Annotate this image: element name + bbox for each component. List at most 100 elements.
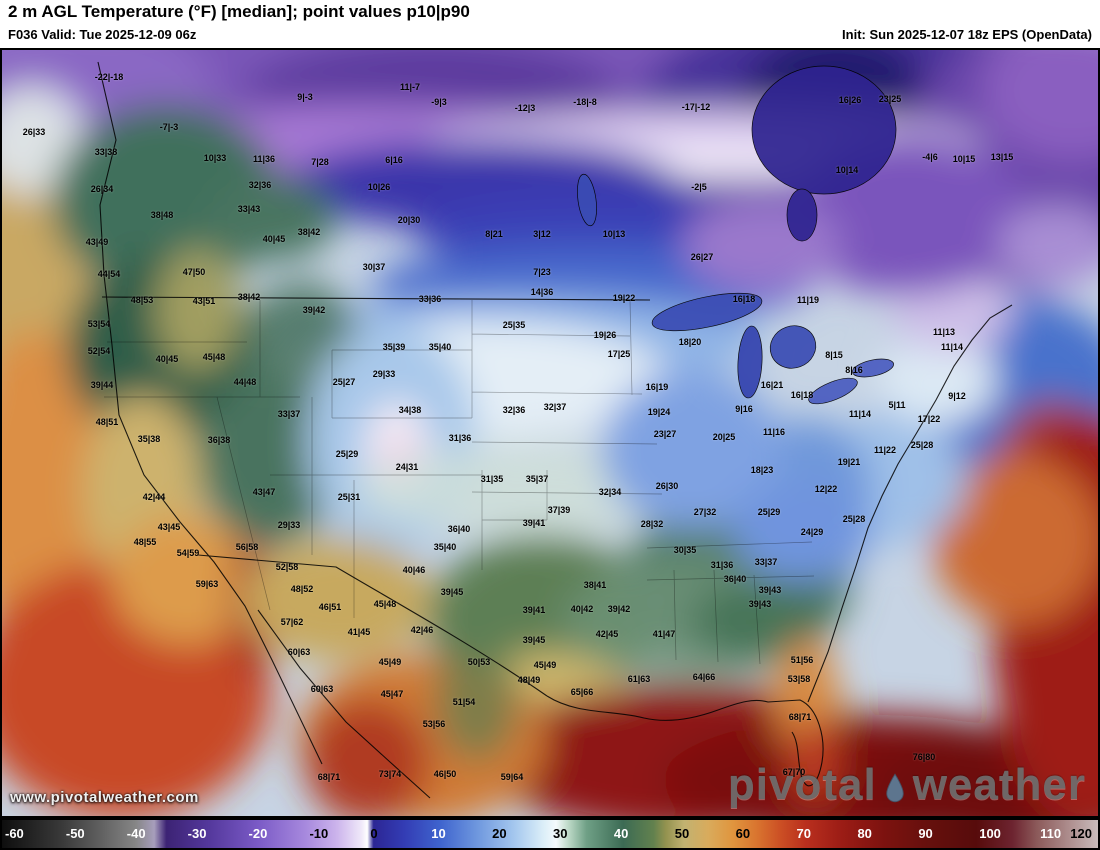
point-value-label: -2|5: [691, 182, 707, 192]
point-value-label: 40|45: [262, 234, 286, 244]
point-value-label: 26|33: [22, 127, 46, 137]
point-value-label: 31|36: [448, 433, 472, 443]
point-value-label: 46|50: [433, 769, 457, 779]
point-value-label: 59|64: [500, 772, 524, 782]
temperature-region: [932, 455, 1098, 625]
point-value-label: 61|63: [627, 674, 651, 684]
gulf-coastline-florida: [546, 695, 824, 787]
point-value-label: 39|45: [522, 635, 546, 645]
point-value-label: -17|-12: [681, 102, 711, 112]
point-value-label: 57|62: [280, 617, 304, 627]
point-value-label: 30|35: [673, 545, 697, 555]
point-value-label: 20|25: [712, 432, 736, 442]
canada-border: [101, 296, 651, 301]
watermark-url: www.pivotalweather.com: [10, 789, 199, 806]
pacific-coastline: [97, 61, 323, 765]
point-value-label: 35|39: [382, 342, 406, 352]
temperature-region: [982, 50, 1098, 160]
point-value-label: 33|37: [277, 409, 301, 419]
point-value-label: 41|45: [347, 627, 371, 637]
temperature-region: [207, 176, 337, 260]
colorbar-tick-label: 0: [370, 826, 378, 841]
point-value-label: 33|36: [418, 294, 442, 304]
point-value-label: 43|51: [192, 296, 216, 306]
point-value-label: 26|34: [90, 184, 114, 194]
point-value-label: 53|58: [787, 674, 811, 684]
point-value-label: 56|58: [235, 542, 259, 552]
point-value-label: 42|46: [410, 625, 434, 635]
point-value-label: 10|33: [203, 153, 227, 163]
point-value-label: 39|41: [522, 605, 546, 615]
temperature-map: -22|-18 -7|-3 9|-3 11|-7 -9|3 -12|3 -18|-8 -17|…: [0, 48, 1100, 818]
temperature-region: [155, 248, 239, 372]
point-value-label: 7|23: [533, 267, 551, 277]
point-value-label: 31|35: [480, 474, 504, 484]
point-value-label: 25|27: [332, 377, 356, 387]
point-value-label: 40|45: [155, 354, 179, 364]
point-value-label: 36|38: [207, 435, 231, 445]
colorbar-gradient: -60 -50 -40 -30 -20 -10 0 10 20 30 40 50 60 70 80 90 100…: [2, 820, 1098, 848]
point-value-label: 25|29: [757, 507, 781, 517]
point-value-label: 32|34: [598, 487, 622, 497]
temperature-region: [997, 205, 1098, 285]
point-value-label: 36|40: [723, 574, 747, 584]
point-value-label: 25|31: [337, 492, 361, 502]
lake-shape: [852, 358, 894, 378]
point-value-label: 42|44: [142, 492, 166, 502]
brand-text-weather: weather: [912, 760, 1086, 809]
temperature-region: [877, 335, 997, 425]
point-value-label: 45|48: [202, 352, 226, 362]
point-value-label: 35|40: [428, 342, 452, 352]
point-value-label: 42|45: [595, 629, 619, 639]
point-value-label: 32|36: [502, 405, 526, 415]
point-value-label: 11|19: [796, 295, 820, 305]
point-value-label: 16|18: [790, 390, 814, 400]
point-value-label: 7|28: [311, 157, 329, 167]
point-value-label: 67|70: [782, 767, 806, 777]
point-value-label: 35|38: [137, 434, 161, 444]
point-value-label: 23|25: [878, 94, 902, 104]
point-value-label: 10|26: [367, 182, 391, 192]
point-value-label: 53|54: [87, 319, 111, 329]
point-value-label: 31|36: [710, 560, 734, 570]
lake-shape: [651, 292, 763, 332]
atlantic-coastline: [807, 304, 1013, 703]
point-value-label: -18|-8: [573, 97, 597, 107]
point-value-label: 32|36: [248, 180, 272, 190]
point-value-label: 45|49: [533, 660, 557, 670]
point-value-label: 8|15: [825, 350, 843, 360]
point-value-label: 28|32: [640, 519, 664, 529]
point-value-label: 19|24: [647, 407, 671, 417]
point-value-label: 45|48: [373, 599, 397, 609]
point-value-label: 68|71: [317, 772, 341, 782]
temperature-region: [198, 375, 342, 545]
colorbar-tick-label: -30: [187, 826, 207, 841]
point-value-label: 38|41: [583, 580, 607, 590]
point-value-label: 3|12: [533, 229, 551, 239]
point-value-label: 39|42: [302, 305, 326, 315]
colorbar-tick-label: -50: [65, 826, 85, 841]
point-value-label: 33|37: [754, 557, 778, 567]
point-value-label: 16|26: [838, 95, 862, 105]
point-value-label: 43|47: [252, 487, 276, 497]
point-value-label: 16|18: [732, 294, 756, 304]
point-value-label: 52|54: [87, 346, 111, 356]
temperature-region: [435, 638, 519, 762]
temperature-field-svg: [2, 50, 1098, 816]
point-values-layer: -22|-18 -7|-3 9|-3 11|-7 -9|3 -12|3 -18|-8 -17|…: [2, 50, 1098, 816]
point-value-label: 33|43: [237, 204, 261, 214]
point-value-label: 32|37: [543, 402, 567, 412]
water-droplet-icon: [884, 764, 906, 814]
point-value-label: 44|54: [97, 269, 121, 279]
point-value-label: 45|47: [380, 689, 404, 699]
point-value-label: 51|54: [452, 697, 476, 707]
point-value-label: 39|43: [748, 599, 772, 609]
point-value-label: 52|58: [275, 562, 299, 572]
point-value-label: 39|43: [758, 585, 782, 595]
header-bar: 2 m AGL Temperature (°F) [median]; point…: [0, 0, 1100, 48]
brand-text-pivotal: pivotal: [727, 760, 877, 809]
temperature-region: [692, 580, 832, 660]
temperature-region: [788, 720, 840, 804]
point-value-label: 48|55: [133, 537, 157, 547]
colorbar-tick-label: 60: [735, 826, 751, 841]
